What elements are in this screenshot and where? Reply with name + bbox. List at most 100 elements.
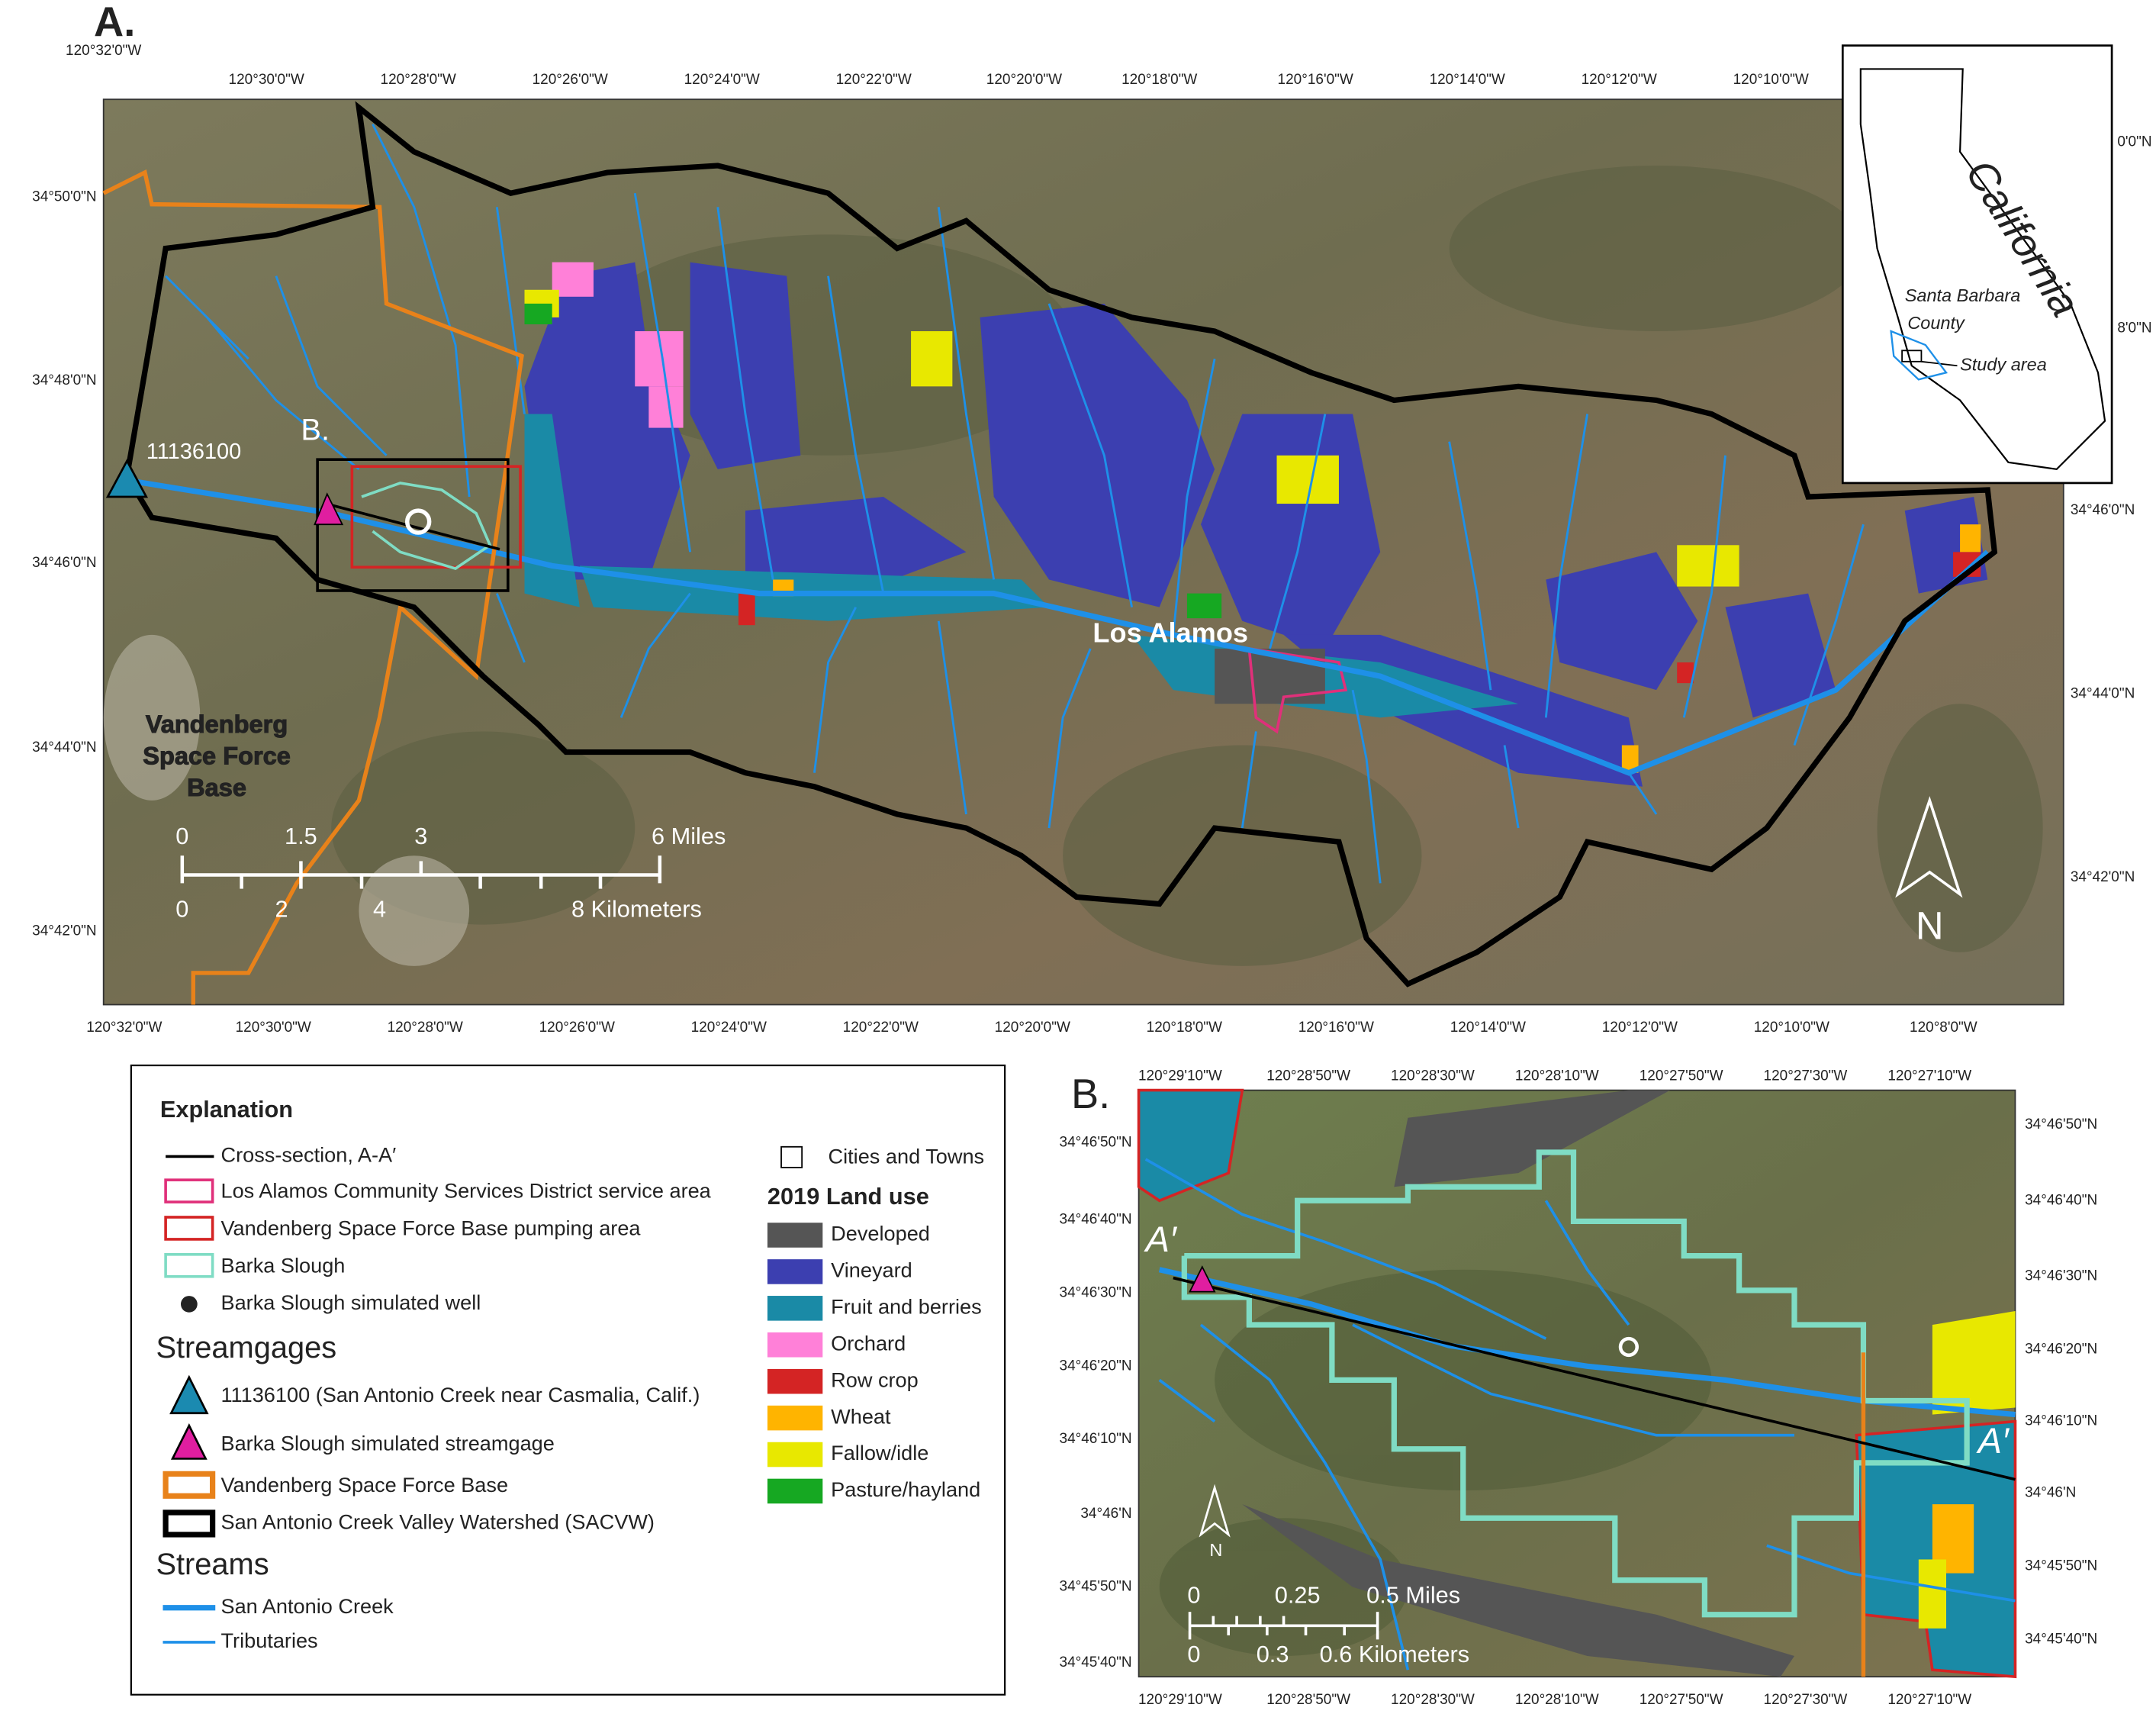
longitude-label: 120°28'30"W	[1391, 1692, 1475, 1708]
legend-item: Cross-section, A-A′	[220, 1143, 396, 1167]
scale-label: 0.6 Kilometers	[1320, 1641, 1469, 1667]
urban-area	[103, 634, 470, 966]
cross-section	[1173, 1276, 2016, 1481]
longitude-label: 120°20'0"W	[986, 72, 1062, 88]
longitude-label: 120°16'0"W	[1278, 72, 1353, 88]
longitude-label: 120°32'0"W	[86, 1020, 162, 1036]
longitude-label: 120°26'0"W	[539, 1020, 615, 1036]
latitude-label: 34°46'30"N	[1060, 1284, 1132, 1300]
legend-item: Vandenberg Space Force Base	[220, 1473, 508, 1497]
longitude-label: 120°8'0"W	[1910, 1020, 1977, 1036]
legend-item: Barka Slough simulated well	[220, 1290, 481, 1314]
legend	[130, 1064, 1006, 1696]
legend-item: Cities and Towns	[829, 1144, 985, 1168]
study-area-label: Study area	[1960, 354, 2047, 374]
scale-label: 1.5	[285, 823, 317, 849]
scale-label: 2	[275, 896, 288, 923]
scale-label: 0	[175, 896, 188, 923]
legend-item: Fruit and berries	[831, 1295, 982, 1319]
longitude-label: 120°27'50"W	[1640, 1068, 1723, 1084]
simulated-well	[405, 508, 432, 535]
legend-heading: Streamgages	[156, 1331, 336, 1364]
longitude-label: 120°32'0"W	[66, 43, 141, 59]
scale-label: 0	[1187, 1581, 1200, 1608]
longitude-label: 120°22'0"W	[836, 72, 912, 88]
scale-bar	[180, 855, 662, 889]
latitude-label: 0'0"N	[2117, 134, 2151, 150]
longitude-label: 120°27'30"W	[1764, 1692, 1848, 1708]
latitude-label: 34°46'40"N	[2025, 1192, 2097, 1208]
latitude-label: 34°45'40"N	[2025, 1631, 2097, 1647]
county-label: County	[1907, 313, 1965, 333]
longitude-label: 120°28'0"W	[381, 72, 456, 88]
latitude-label: 34°42'0"N	[2071, 869, 2135, 885]
legend-item: Row crop	[831, 1368, 919, 1391]
latitude-label: 34°46'50"N	[1060, 1134, 1132, 1150]
latitude-label: 34°48'0"N	[32, 372, 96, 388]
locator-map	[1841, 44, 2113, 485]
longitude-label: 120°27'10"W	[1887, 1068, 1971, 1084]
latitude-label: 34°46'30"N	[2025, 1268, 2097, 1284]
latitude-label: 34°46'10"N	[1060, 1431, 1132, 1447]
legend-swatch	[767, 1478, 823, 1504]
longitude-label: 120°10'0"W	[1754, 1020, 1829, 1036]
north-arrow	[1895, 796, 1963, 898]
streamgage	[105, 459, 149, 498]
streamgage-label: 11136100	[146, 440, 241, 464]
barka-slough	[361, 482, 492, 571]
legend-item: Fallow/idle	[831, 1441, 928, 1464]
longitude-label: 120°30'0"W	[236, 1020, 311, 1036]
latitude-label: 34°42'0"N	[32, 923, 96, 939]
longitude-label: 120°22'0"W	[843, 1020, 919, 1036]
longitude-label: 120°28'50"W	[1266, 1068, 1350, 1084]
legend-swatch	[767, 1296, 823, 1321]
north-arrow	[1199, 1484, 1231, 1538]
scale-label: 0.3	[1257, 1641, 1289, 1667]
legend-item: Pasture/hayland	[831, 1477, 980, 1501]
legend-swatch	[767, 1442, 823, 1468]
town-label: Los Alamos	[1092, 617, 1248, 648]
legend-heading: 2019 Land use	[767, 1183, 929, 1210]
legend-item: San Antonio Creek Valley Watershed (SACV…	[220, 1510, 654, 1534]
legend-heading: Streams	[156, 1548, 269, 1581]
latitude-label: 34°46'N	[2025, 1485, 2076, 1501]
longitude-label: 120°12'0"W	[1582, 72, 1657, 88]
latitude-label: 34°46'N	[1080, 1506, 1131, 1522]
county-label: Santa Barbara	[1905, 285, 2021, 305]
scale-bar	[1188, 1612, 1379, 1640]
latitude-label: 34°46'50"N	[2025, 1116, 2097, 1132]
base-label: Base	[187, 774, 246, 801]
legend-swatch	[767, 1332, 823, 1358]
scale-label: 3	[414, 823, 427, 849]
longitude-label: 120°12'0"W	[1602, 1020, 1678, 1036]
longitude-label: 120°24'0"W	[684, 72, 760, 88]
legend-item: Barka Slough	[220, 1253, 345, 1277]
section-label: A′	[1976, 1420, 2010, 1461]
latitude-label: 34°44'0"N	[32, 739, 96, 756]
longitude-label: 120°24'0"W	[691, 1020, 767, 1036]
longitude-label: 120°30'0"W	[229, 72, 304, 88]
panel-b-map	[1137, 1088, 2017, 1679]
tributaries	[165, 124, 1865, 884]
north-label: N	[1209, 1540, 1222, 1560]
legend-swatch	[767, 1405, 823, 1431]
longitude-label: 120°28'10"W	[1515, 1692, 1599, 1708]
legend-item: Vandenberg Space Force Base pumping area	[220, 1216, 641, 1239]
scale-label: 8 Kilometers	[571, 896, 702, 923]
simulated-streamgage	[314, 492, 344, 526]
watershed-boundary	[124, 101, 1998, 987]
longitude-label: 120°28'50"W	[1266, 1692, 1350, 1708]
longitude-label: 120°28'30"W	[1391, 1068, 1475, 1084]
latitude-label: 34°45'40"N	[1060, 1654, 1132, 1671]
simulated-well	[1618, 1336, 1639, 1358]
legend-item: Developed	[831, 1222, 930, 1245]
vandenberg-boundary	[102, 169, 524, 1005]
legend-item: Wheat	[831, 1404, 891, 1428]
panel-label: B.	[1071, 1071, 1110, 1117]
longitude-label: 120°27'50"W	[1640, 1692, 1723, 1708]
latitude-label: 34°50'0"N	[32, 189, 96, 205]
legend-item: Barka Slough simulated streamgage	[220, 1432, 554, 1455]
scale-label: 0.5 Miles	[1366, 1581, 1460, 1608]
latitude-label: 34°46'20"N	[2025, 1342, 2097, 1358]
